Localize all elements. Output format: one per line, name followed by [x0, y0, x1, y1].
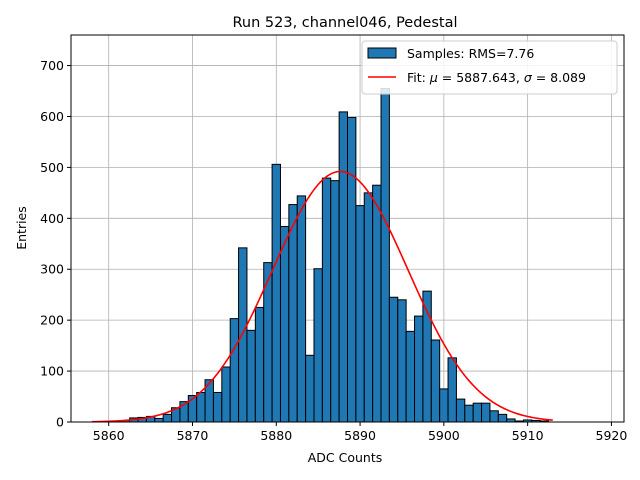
histogram-bar: [212, 391, 223, 423]
histogram-bar: [229, 318, 240, 423]
y-tick-label: 100: [40, 364, 64, 379]
histogram-bar: [439, 388, 449, 423]
y-axis-label: Entries: [14, 206, 29, 250]
y-tick-label: 500: [40, 160, 64, 175]
histogram-bar: [246, 329, 256, 423]
histogram-bar: [497, 413, 508, 423]
y-tick-label: 200: [40, 313, 64, 328]
legend-fit-sigma: σ: [524, 70, 533, 85]
x-tick-label: 5880: [260, 428, 292, 443]
legend-fit-mu-value: = 5887.643,: [438, 70, 524, 85]
x-tick-label: 5900: [428, 428, 460, 443]
histogram-bar: [481, 402, 491, 423]
x-tick-label: 5920: [596, 428, 628, 443]
histogram-bar: [221, 366, 231, 423]
histogram-bar: [472, 402, 483, 423]
y-axis-ticks: 0 100 200 300 400 500 600 700: [40, 58, 71, 430]
histogram-bar: [321, 177, 332, 423]
histogram-bar: [405, 330, 416, 423]
legend-histogram-swatch: [367, 47, 397, 59]
y-tick-label: 300: [40, 262, 64, 277]
chart-title: Run 523, channel046, Pedestal: [232, 15, 457, 31]
legend: Samples: RMS=7.76 Fit: μ = 5887.643, σ =…: [361, 40, 618, 95]
histogram-bar: [279, 225, 290, 423]
histogram-bar: [305, 354, 315, 423]
y-tick-label: 400: [40, 211, 64, 226]
histogram-bar: [296, 195, 307, 423]
histogram-bar: [447, 357, 457, 423]
x-axis-ticks: 5860 5870 5880 5890 5900 5910 5920: [93, 422, 628, 443]
histogram-bar: [430, 339, 441, 423]
x-tick-label: 5860: [93, 428, 125, 443]
histogram-bar: [288, 204, 298, 423]
histogram-bar: [238, 247, 248, 423]
legend-fit-prefix: Fit:: [407, 70, 430, 85]
histogram-bar: [271, 163, 281, 423]
histogram-bar: [196, 391, 206, 423]
histogram-bar: [313, 268, 323, 423]
x-tick-label: 5890: [344, 428, 376, 443]
histogram-bar: [338, 111, 349, 423]
histogram-bar: [254, 306, 265, 423]
histogram-bar: [455, 398, 466, 423]
legend-fit-sigma-value: = 8.089: [532, 70, 586, 85]
histogram-bar: [162, 413, 173, 423]
legend-box: [361, 40, 618, 95]
legend-label-fit: Fit: μ = 5887.643, σ = 8.089: [407, 70, 586, 85]
x-axis-label: ADC Counts: [308, 450, 383, 465]
histogram-bar: [355, 205, 365, 423]
histogram-bar: [414, 315, 424, 423]
histogram-bar: [154, 417, 164, 423]
histogram-bar: [464, 404, 474, 423]
x-tick-label: 5870: [177, 428, 209, 443]
y-tick-label: 700: [40, 58, 64, 73]
histogram-bar: [363, 192, 374, 423]
legend-fit-mu: μ: [429, 70, 438, 85]
histogram-bar: [372, 184, 382, 423]
histogram-bar: [397, 299, 407, 423]
plot-frame: [70, 34, 625, 423]
histogram-bar: [388, 296, 399, 423]
fit-curve: [91, 170, 553, 423]
histogram-bars: [120, 87, 550, 423]
histogram-bar: [380, 87, 390, 423]
y-tick-label: 0: [56, 415, 64, 430]
histogram-bar: [347, 116, 357, 423]
histogram-bar: [489, 410, 499, 423]
legend-label-samples: Samples: RMS=7.76: [407, 46, 534, 61]
x-tick-label: 5910: [512, 428, 544, 443]
histogram-bar: [330, 180, 340, 423]
y-tick-label: 600: [40, 109, 64, 124]
